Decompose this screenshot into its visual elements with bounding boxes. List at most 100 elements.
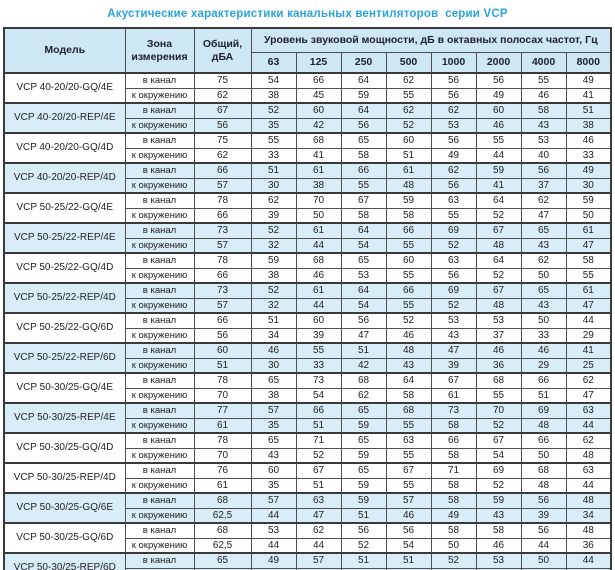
level-value-125hz: 46 — [295, 267, 342, 284]
level-value-125hz: 61 — [295, 282, 342, 299]
level-value-8000hz: 59 — [565, 192, 612, 209]
level-value-8000hz: 41 — [565, 342, 612, 359]
zone-label-channel: в канал — [124, 282, 195, 299]
level-value-4000hz: 56 — [520, 492, 567, 509]
table-header: Модель Зона измерения Общий, дБА Уровень… — [3, 27, 612, 74]
level-value-125hz: 54 — [295, 387, 342, 404]
level-value-8000hz: 44 — [565, 552, 612, 569]
level-value-4000hz: 33 — [520, 327, 567, 344]
level-value-63hz: 32 — [250, 237, 297, 254]
zone-label-ambient: к окружению — [124, 537, 195, 554]
table-row: к окружению 70 43 52 59 55 58 54 50 48 — [4, 447, 612, 464]
table-row: к окружению 61 35 51 59 55 58 52 48 44 — [4, 477, 612, 494]
level-value-1000hz: 56 — [430, 87, 477, 104]
level-value-125hz: 44 — [295, 297, 342, 314]
total-dba-value: 75 — [193, 132, 252, 149]
level-value-1000hz: 63 — [430, 192, 477, 209]
level-value-1000hz: 58 — [430, 447, 477, 464]
total-dba-value: 68 — [193, 522, 252, 539]
level-value-250hz: 51 — [340, 552, 387, 569]
level-value-125hz: 55 — [295, 342, 342, 359]
level-value-8000hz: 46 — [565, 132, 612, 149]
level-value-8000hz: 33 — [565, 147, 612, 164]
level-value-1000hz: 61 — [430, 387, 477, 404]
level-value-63hz: 65 — [250, 372, 297, 389]
zone-label-ambient: к окружению — [124, 147, 195, 164]
level-value-2000hz: 48 — [475, 297, 522, 314]
total-dba-value: 75 — [193, 72, 252, 89]
total-dba-value: 60 — [193, 342, 252, 359]
zone-label-channel: в канал — [124, 102, 195, 119]
level-value-2000hz: 68 — [475, 372, 522, 389]
zone-label-channel: в канал — [124, 462, 195, 479]
total-dba-value: 76 — [193, 462, 252, 479]
level-value-8000hz: 36 — [565, 537, 612, 554]
zone-label-channel: в канал — [124, 402, 195, 419]
level-value-4000hz: 50 — [520, 267, 567, 284]
total-dba-value: 78 — [193, 252, 252, 269]
level-value-125hz: 71 — [295, 432, 342, 449]
level-value-63hz: 30 — [250, 357, 297, 374]
level-value-2000hz: 46 — [475, 342, 522, 359]
table-row: VCP 40-20/20-REP/4E в канал 67 52 60 64 62 62 60… — [3, 102, 612, 134]
level-value-4000hz: 58 — [520, 102, 567, 119]
level-value-500hz: 48 — [385, 177, 432, 194]
level-value-8000hz: 47 — [565, 237, 612, 254]
header-frequency-1000: 1000 — [430, 51, 477, 74]
level-value-500hz: 43 — [385, 357, 432, 374]
level-value-1000hz: 43 — [430, 327, 477, 344]
level-value-250hz: 58 — [340, 207, 387, 224]
level-value-63hz: 32 — [250, 297, 297, 314]
total-dba-value: 56 — [193, 327, 252, 344]
level-value-125hz: 67 — [295, 462, 342, 479]
level-value-500hz: 48 — [385, 342, 432, 359]
model-name: VCP 50-25/22-GQ/6D — [3, 312, 126, 344]
level-value-1000hz: 53 — [430, 312, 477, 329]
level-value-63hz: 33 — [250, 147, 297, 164]
zone-label-ambient: к окружению — [124, 117, 195, 134]
level-value-2000hz: 53 — [475, 552, 522, 569]
model-name: VCP 50-25/22-REP/6D — [3, 342, 126, 374]
zone-label-ambient: к окружению — [124, 387, 195, 404]
total-dba-value: 56 — [193, 117, 252, 134]
level-value-250hz: 51 — [340, 342, 387, 359]
zone-label-ambient: к окружению — [124, 327, 195, 344]
level-value-250hz: 55 — [340, 177, 387, 194]
level-value-4000hz: 37 — [520, 177, 567, 194]
level-value-63hz: 60 — [250, 462, 297, 479]
level-value-500hz: 63 — [385, 432, 432, 449]
level-value-2000hz: 49 — [475, 87, 522, 104]
level-value-63hz: 55 — [250, 132, 297, 149]
level-value-63hz: 39 — [250, 207, 297, 224]
level-value-2000hz: 55 — [475, 387, 522, 404]
level-value-1000hz: 73 — [430, 402, 477, 419]
total-dba-value: 70 — [193, 387, 252, 404]
level-value-4000hz: 51 — [520, 387, 567, 404]
level-value-4000hz: 53 — [520, 132, 567, 149]
table-row: VCP 40-20/20-REP/4D в канал 66 51 61 66 61 62 59… — [3, 162, 612, 194]
level-value-250hz: 56 — [340, 312, 387, 329]
level-value-8000hz: 38 — [565, 117, 612, 134]
table-row: к окружению583936464748403931 — [4, 567, 612, 570]
level-value-500hz: 60 — [385, 252, 432, 269]
level-value-4000hz: 43 — [520, 117, 567, 134]
total-dba-value: 61 — [193, 477, 252, 494]
level-value-500hz: 51 — [385, 552, 432, 569]
level-value-250hz: 59 — [340, 477, 387, 494]
level-value-63hz: 52 — [250, 222, 297, 239]
level-value-125hz: 41 — [295, 147, 342, 164]
level-value-8000hz: 44 — [565, 312, 612, 329]
level-value-8000hz: 48 — [565, 447, 612, 464]
level-value-2000hz: 43 — [475, 507, 522, 524]
level-value-125hz: 39 — [295, 327, 342, 344]
level-value-125hz: 63 — [295, 492, 342, 509]
level-value-2000hz: 52 — [475, 477, 522, 494]
header-frequency-250: 250 — [340, 51, 387, 74]
model-name: VCP 40-20/20-GQ/4E — [3, 72, 126, 104]
level-value-4000hz: 50 — [520, 312, 567, 329]
level-value-500hz: 62 — [385, 72, 432, 89]
level-value-2000hz: 55 — [475, 132, 522, 149]
table-row: VCP 50-25/22-GQ/4D в канал 78 59 68 65 60 63 64 6… — [3, 252, 612, 284]
level-value-4000hz: 62 — [520, 192, 567, 209]
level-value-8000hz: 49 — [565, 72, 612, 89]
